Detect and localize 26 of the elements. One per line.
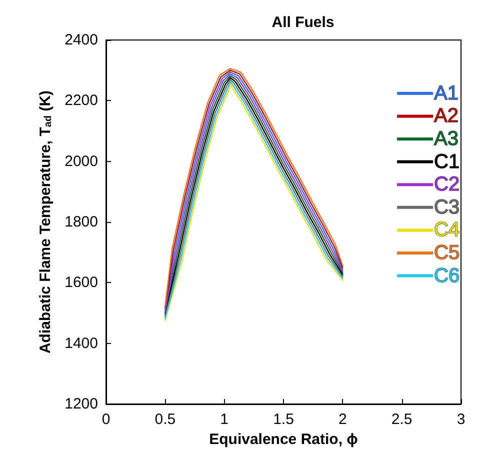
x-tick-label: 1.5 [273,411,294,428]
y-tick-label: 2200 [64,92,98,110]
x-tick-label: 2 [338,411,347,428]
y-tick-label: 2000 [64,152,98,170]
x-tick-label: 0 [102,411,110,428]
x-axis-title: Equivalence Ratio, ϕ [209,431,358,448]
y-tick-label: 1600 [64,274,98,292]
y-tick-label: 1800 [64,214,98,230]
legend-label: C5 [434,242,460,264]
legend-label: C2 [434,174,460,196]
legend-label: A3 [434,128,458,150]
legend-label: C3 [434,196,460,218]
x-tick-label: 3 [456,411,466,428]
y-axis-title: Adiabatic Flame Temperature, Tad (K) [37,90,54,354]
legend-label: C4 [434,219,460,242]
y-tick-label: 2400 [64,32,98,48]
x-tick-label: 0.5 [154,411,176,428]
y-tick-label: 1400 [64,334,98,352]
legend-label: A2 [434,105,458,128]
legend-label: C6 [434,264,460,287]
chart-title: All Fuels [272,14,334,31]
y-tick-label: 1200 [64,396,98,412]
x-tick-label: 1 [220,411,229,428]
legend-label: C1 [434,150,460,173]
x-tick-label: 2.5 [391,411,412,428]
legend-label: A1 [434,82,458,104]
